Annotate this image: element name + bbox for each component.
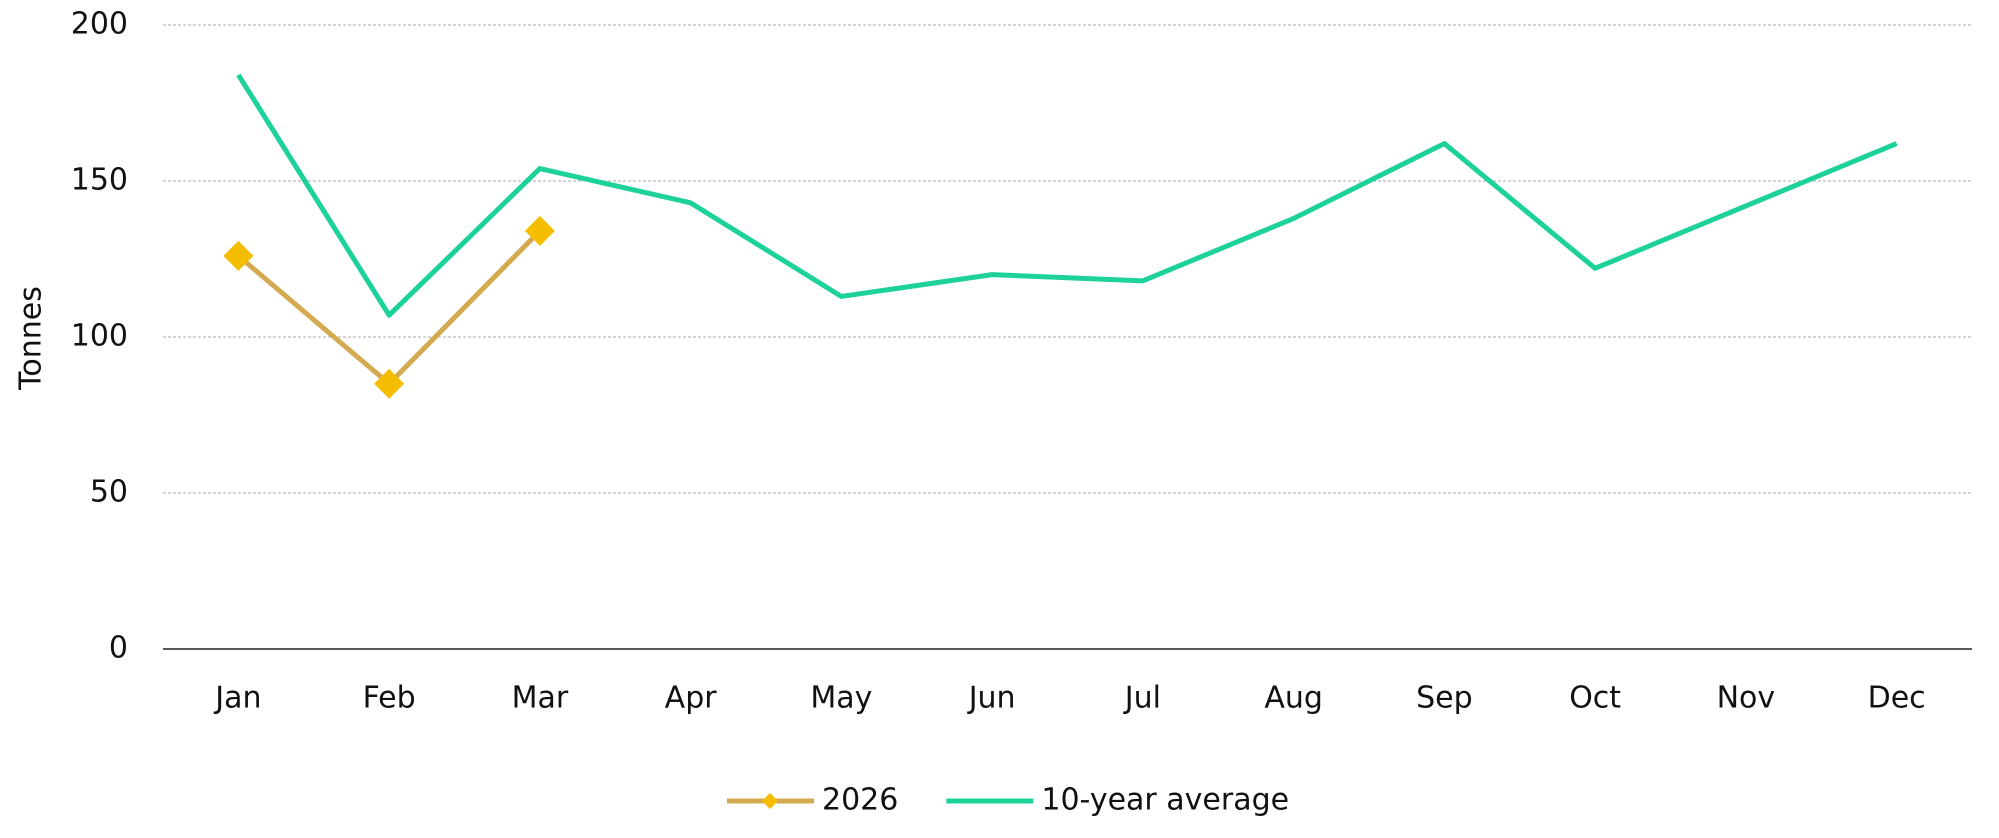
x-tick-label: Sep [1416, 681, 1473, 716]
x-tick-label: Nov [1717, 681, 1776, 716]
x-tick-label: Aug [1264, 681, 1323, 716]
x-tick-label: May [810, 681, 872, 716]
y-tick-label: 150 [71, 163, 128, 198]
x-tick-label: Oct [1569, 681, 1621, 716]
data-point [223, 240, 254, 271]
y-tick-label: 0 [109, 631, 128, 666]
y-tick-label: 200 [71, 7, 128, 42]
legend-label: 10-year average [1041, 783, 1289, 818]
data-point [374, 368, 405, 399]
legend-marker [762, 793, 778, 809]
x-tick-label: Mar [512, 681, 569, 716]
y-axis-label: Tonnes [14, 286, 49, 391]
legend-label: 2026 [822, 783, 898, 818]
x-tick-label: Apr [665, 681, 718, 716]
series-line [236, 73, 1898, 318]
series-line [236, 229, 542, 387]
x-tick-label: Jun [967, 681, 1016, 716]
x-tick-label: Jul [1123, 681, 1161, 716]
y-tick-label: 50 [90, 475, 128, 510]
data-point [524, 215, 555, 246]
x-tick-label: Dec [1868, 681, 1926, 716]
x-tick-label: Feb [363, 681, 416, 716]
x-tick-label: Jan [213, 681, 261, 716]
y-tick-label: 100 [71, 319, 128, 354]
